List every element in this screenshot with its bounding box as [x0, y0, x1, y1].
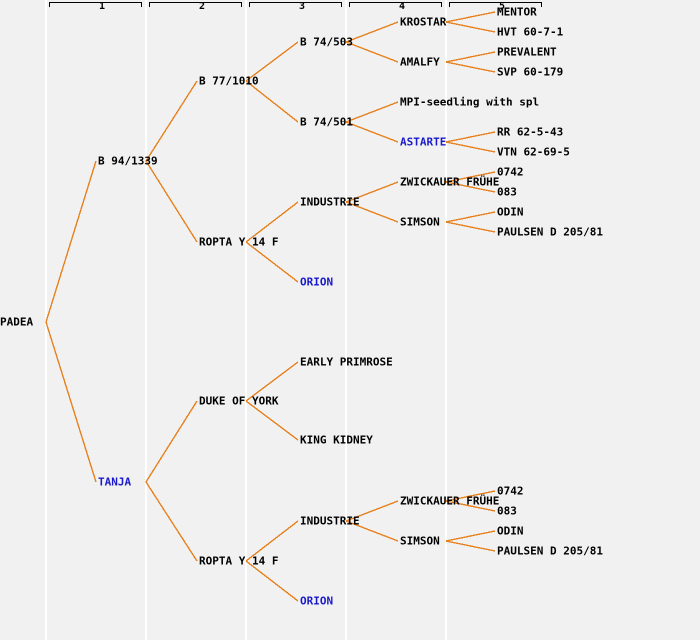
node-label-svp-60-179[interactable]: SVP 60-179: [497, 65, 564, 79]
edge-duke-of-york--early-primrose: [245, 361, 299, 402]
generation-bracket-1: [49, 2, 142, 7]
node-label-ropta-y14f-bottom[interactable]: ROPTA Y 14 F: [199, 554, 279, 568]
node-label-simson-bottom[interactable]: SIMSON: [400, 534, 440, 548]
edge-simson-top--paulsen-d-205-81-top: [445, 221, 496, 233]
edge-zwickauer-fruehe-top--0742-top: [445, 171, 496, 183]
edge-b94-1339--ropta-y14f-top: [145, 160, 198, 243]
edge-padea--b94-1339: [45, 160, 97, 323]
generation-number-4: 4: [398, 1, 406, 12]
edge-tanja--duke-of-york: [145, 400, 198, 483]
node-label-mpi-seedling[interactable]: MPI-seedling with spl: [400, 95, 540, 109]
node-label-orion-top[interactable]: ORION: [300, 275, 334, 289]
generation-bracket-4: [349, 2, 442, 7]
edge-b74-501--astarte: [345, 121, 399, 143]
node-label-krostar[interactable]: KROSTAR: [400, 15, 447, 29]
edge-b74-503--krostar: [345, 21, 399, 43]
edge-ropta-y14f-top--orion-top: [245, 241, 299, 283]
node-label-odin-bottom[interactable]: ODIN: [497, 524, 524, 538]
edge-ropta-y14f-bottom--orion-bottom: [245, 560, 299, 602]
edge-amalfy--prevalent: [445, 51, 496, 63]
node-label-ropta-y14f-top[interactable]: ROPTA Y 14 F: [199, 235, 279, 249]
column-divider-5: [445, 0, 447, 640]
edge-b94-1339--b77-1010: [145, 80, 198, 162]
edge-zwickauer-fruehe-bottom--0742-bottom: [445, 490, 496, 502]
node-label-prevalent[interactable]: PREVALENT: [497, 45, 557, 59]
edge-simson-top--odin-top: [445, 211, 496, 223]
node-label-early-primrose[interactable]: EARLY PRIMROSE: [300, 355, 393, 369]
node-label-odin-top[interactable]: ODIN: [497, 205, 524, 219]
edge-industrie-bottom--simson-bottom: [345, 520, 399, 542]
node-label-duke-of-york[interactable]: DUKE OF YORK: [199, 394, 279, 408]
edge-simson-bottom--odin-bottom: [445, 530, 496, 542]
node-label-zwickauer-fruehe-top[interactable]: ZWICKAUER FRÜHE: [400, 175, 500, 189]
node-label-b94-1339[interactable]: B 94/1339: [98, 154, 158, 168]
node-label-paulsen-d-205-81-top[interactable]: PAULSEN D 205/81: [497, 225, 603, 239]
node-label-amalfy[interactable]: AMALFY: [400, 55, 440, 69]
node-label-rr-62-5-43[interactable]: RR 62-5-43: [497, 125, 564, 139]
node-label-king-kidney[interactable]: KING KIDNEY: [300, 433, 373, 447]
edge-amalfy--svp-60-179: [445, 61, 496, 73]
generation-number-1: 1: [98, 1, 106, 12]
edge-industrie-bottom--zwickauer-fruehe-bottom: [345, 500, 399, 522]
node-label-industrie-top[interactable]: INDUSTRIE: [300, 195, 360, 209]
node-label-simson-top[interactable]: SIMSON: [400, 215, 440, 229]
edge-astarte--vtn-62-69-5: [445, 141, 496, 153]
node-label-mentor[interactable]: MENTOR: [497, 5, 537, 19]
node-label-paulsen-d-205-81-bottom[interactable]: PAULSEN D 205/81: [497, 544, 603, 558]
node-label-zwickauer-fruehe-bottom[interactable]: ZWICKAUER FRÜHE: [400, 494, 500, 508]
generation-number-3: 3: [298, 1, 306, 12]
edge-tanja--ropta-y14f-bottom: [145, 481, 198, 562]
node-label-b74-501[interactable]: B 74/501: [300, 115, 353, 129]
edge-industrie-top--simson-top: [345, 201, 399, 223]
edge-ropta-y14f-top--industrie-top: [245, 201, 299, 243]
edge-zwickauer-fruehe-bottom--083-bottom: [445, 500, 496, 512]
node-label-orion-bottom[interactable]: ORION: [300, 594, 334, 608]
generation-bracket-3: [249, 2, 342, 7]
edge-padea--tanja: [45, 321, 97, 483]
node-label-industrie-bottom[interactable]: INDUSTRIE: [300, 514, 360, 528]
generation-bracket-5: [449, 2, 542, 7]
edge-b77-1010--b74-503: [245, 41, 299, 82]
node-label-vtn-62-69-5[interactable]: VTN 62-69-5: [497, 145, 570, 159]
node-label-0742-top[interactable]: 0742: [497, 165, 524, 179]
generation-number-5: 5: [498, 1, 506, 12]
column-divider-2: [145, 0, 147, 640]
column-divider-3: [245, 0, 247, 640]
generation-bracket-2: [149, 2, 242, 7]
generation-number-2: 2: [198, 1, 206, 12]
edge-b77-1010--b74-501: [245, 80, 299, 123]
edge-astarte--rr-62-5-43: [445, 131, 496, 143]
edge-industrie-top--zwickauer-fruehe-top: [345, 181, 399, 203]
edge-b74-503--amalfy: [345, 41, 399, 63]
node-label-083-bottom[interactable]: 083: [497, 504, 517, 518]
edge-duke-of-york--king-kidney: [245, 400, 299, 441]
node-label-padea[interactable]: PADEA: [0, 315, 34, 329]
edge-krostar--hvt-60-7-1: [445, 21, 496, 33]
edge-krostar--mentor: [445, 11, 496, 23]
node-label-b74-503[interactable]: B 74/503: [300, 35, 353, 49]
edge-b74-501--mpi-seedling: [345, 101, 399, 123]
node-label-tanja[interactable]: TANJA: [98, 475, 132, 489]
node-label-b77-1010[interactable]: B 77/1010: [199, 74, 259, 88]
edge-simson-bottom--paulsen-d-205-81-bottom: [445, 540, 496, 552]
node-label-hvt-60-7-1[interactable]: HVT 60-7-1: [497, 25, 564, 39]
column-divider-4: [345, 0, 347, 640]
node-label-astarte[interactable]: ASTARTE: [400, 135, 447, 149]
edge-ropta-y14f-bottom--industrie-bottom: [245, 520, 299, 562]
node-label-083-top[interactable]: 083: [497, 185, 517, 199]
edge-zwickauer-fruehe-top--083-top: [445, 181, 496, 193]
node-label-0742-bottom[interactable]: 0742: [497, 484, 524, 498]
